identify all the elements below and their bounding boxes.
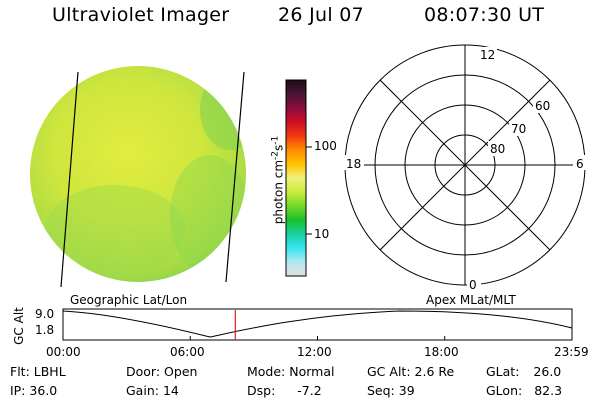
status-mode: Mode: Normal <box>247 364 335 379</box>
timeline-xtick-1: 06:00 <box>170 345 205 359</box>
timeline-ytick-9: 9.0 <box>35 307 55 321</box>
status-gain: Gain: 14 <box>126 383 179 398</box>
colorbar-tick-10: 10 <box>314 227 330 241</box>
lat-lon-line-left <box>60 71 79 288</box>
timeline-frame <box>62 308 573 341</box>
polar-grid: 12 18 6 0 60 70 80 <box>344 44 586 292</box>
timeline-xtick-2: 12:00 <box>297 345 332 359</box>
timeline-plot <box>62 308 573 341</box>
mlt-label-18: 18 <box>346 157 361 171</box>
status-dsp: Dsp: -7.2 <box>247 383 322 398</box>
lat-lon-line-right <box>225 71 245 283</box>
lat-label-70: 70 <box>511 122 526 136</box>
lat-label-60: 60 <box>535 99 550 113</box>
status-flt: Flt: LBHL <box>10 364 66 379</box>
date-label: 26 Jul 07 <box>278 4 365 26</box>
altitude-curve <box>62 310 573 338</box>
timeline-xtick-0: 00:00 <box>46 345 81 359</box>
status-seq: Seq: 39 <box>367 383 415 398</box>
uv-image-disk <box>30 66 246 288</box>
timeline-xtick-4: 23:59 <box>554 345 589 359</box>
time-label: 08:07:30 UT <box>424 4 545 26</box>
status-gc-alt: GC Alt: 2.6 Re <box>367 364 455 379</box>
mlt-label-6: 6 <box>576 157 584 171</box>
mlt-label-0: 0 <box>469 278 477 292</box>
colorbar <box>285 79 312 277</box>
timeline-xtick-3: 18:00 <box>424 345 459 359</box>
status-glat: GLat: 26.0 <box>486 364 562 379</box>
lat-label-80: 80 <box>490 142 505 156</box>
apex-label: Apex MLat/MLT <box>426 293 516 307</box>
instrument-title: Ultraviolet Imager <box>52 4 230 26</box>
status-ip: IP: 36.0 <box>10 383 58 398</box>
status-glon: GLon: 82.3 <box>486 383 563 398</box>
timeline-ytick-1.8: 1.8 <box>35 323 55 337</box>
status-door: Door: Open <box>126 364 198 379</box>
geographic-label: Geographic Lat/Lon <box>70 293 188 307</box>
mlt-label-12: 12 <box>480 48 495 62</box>
colorbar-tick-100: 100 <box>314 139 337 153</box>
